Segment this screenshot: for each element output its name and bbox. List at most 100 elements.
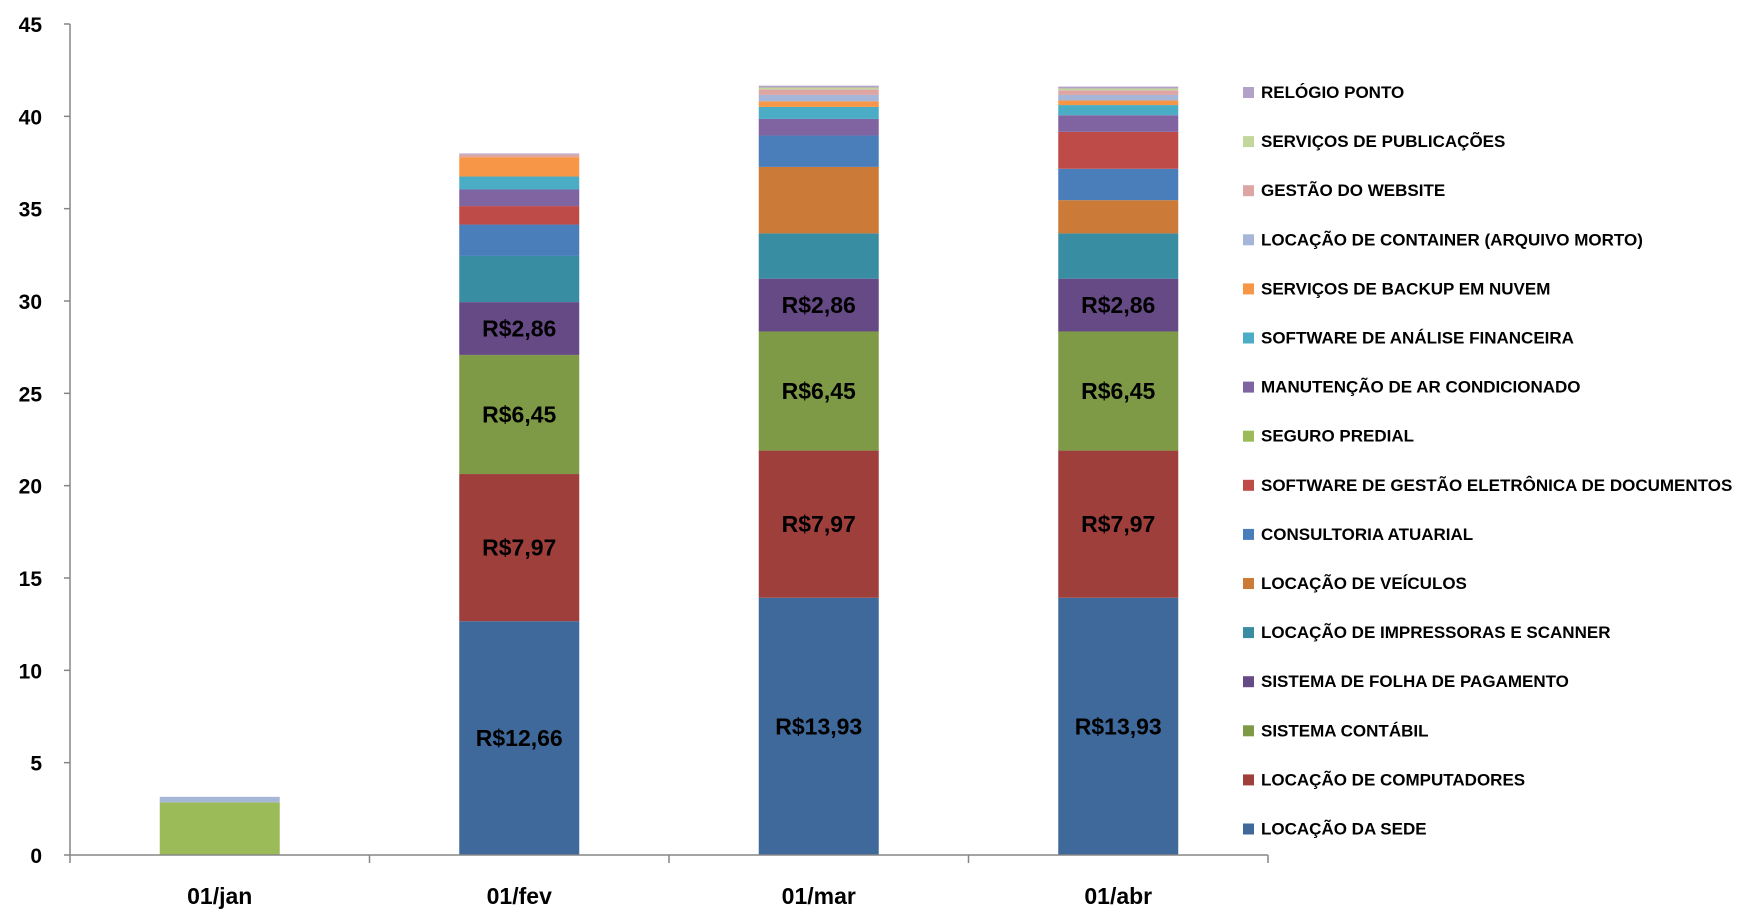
legend-label: MANUTENÇÃO DE AR CONDICIONADO — [1261, 377, 1581, 397]
data-label-01-fev-locacao-de-computadores: R$7,97 — [482, 535, 556, 561]
legend-swatch — [1243, 528, 1254, 540]
data-label-01-abr-locacao-da-sede: R$13,93 — [1075, 713, 1162, 739]
legend-item-sistema-de-folha-de-pagamento: SISTEMA DE FOLHA DE PAGAMENTO — [1243, 672, 1569, 691]
y-tick-label: 20 — [19, 476, 42, 499]
bar-segment-01-jan-seguro-predial — [159, 802, 280, 855]
legend-label: CONSULTORIA ATUARIAL — [1261, 525, 1473, 544]
legend-item-servicos-de-backup-em-nuvem: SERVIÇOS DE BACKUP EM NUVEM — [1243, 279, 1550, 298]
data-label-01-abr-locacao-de-computadores: R$7,97 — [1081, 511, 1155, 537]
legend-item-sistema-contabil: SISTEMA CONTÁBIL — [1243, 721, 1428, 740]
legend-label: RELÓGIO PONTO — [1261, 83, 1404, 102]
y-tick-label: 40 — [19, 106, 42, 129]
x-tick-label: 01/mar — [782, 883, 856, 909]
legend-label: SISTEMA CONTÁBIL — [1261, 721, 1428, 740]
legend-label: SEGURO PREDIAL — [1261, 427, 1414, 446]
data-label-01-abr-sistema-de-folha-de-pagamento: R$2,86 — [1081, 292, 1155, 318]
bar-segment-01-mar-relogio-ponto — [758, 85, 879, 88]
x-tick-label: 01/fev — [487, 883, 552, 909]
legend-item-seguro-predial: SEGURO PREDIAL — [1243, 427, 1414, 446]
bar-segment-01-abr-sistema-contabil — [1058, 331, 1179, 451]
data-label-01-mar-locacao-da-sede: R$13,93 — [775, 713, 862, 739]
bar-segment-01-abr-consultoria-atuarial — [1058, 168, 1179, 201]
bar-segment-01-jan-locacao-de-container-arquivo-morto — [159, 796, 280, 803]
legend-label: LOCAÇÃO DE COMPUTADORES — [1261, 769, 1525, 789]
legend-label: LOCAÇÃO DE VEÍCULOS — [1261, 573, 1467, 593]
legend-item-manutencao-de-ar-condicionado: MANUTENÇÃO DE AR CONDICIONADO — [1243, 377, 1581, 397]
y-tick-label: 15 — [19, 568, 43, 591]
legend-swatch — [1243, 185, 1254, 197]
bar-segment-01-fev-servicos-de-backup-em-nuvem — [459, 157, 580, 177]
legend-label: LOCAÇÃO DE CONTAINER (ARQUIVO MORTO) — [1261, 229, 1643, 249]
bar-segment-01-mar-servicos-de-publicacoes — [758, 87, 879, 90]
legend-swatch — [1243, 283, 1254, 295]
legend-swatch — [1243, 381, 1254, 393]
data-label-01-mar-sistema-contabil: R$6,45 — [782, 378, 856, 404]
bars-layer — [159, 85, 1179, 855]
legend-item-consultoria-atuarial: CONSULTORIA ATUARIAL — [1243, 525, 1473, 544]
legend-swatch — [1243, 87, 1254, 98]
bar-segment-01-abr-software-de-analise-financeira — [1058, 105, 1179, 116]
legend-label: LOCAÇÃO DE IMPRESSORAS E SCANNER — [1261, 622, 1610, 642]
legend-swatch — [1243, 430, 1254, 442]
legend-item-locacao-de-impressoras-e-scanner: LOCAÇÃO DE IMPRESSORAS E SCANNER — [1243, 622, 1610, 642]
bar-segment-01-abr-servicos-de-publicacoes — [1058, 88, 1179, 91]
data-label-01-fev-locacao-da-sede: R$12,66 — [476, 725, 563, 751]
bar-segment-01-mar-locacao-de-veiculos — [758, 166, 879, 234]
bar-segment-01-mar-locacao-da-sede — [758, 597, 879, 855]
legend-item-locacao-de-computadores: LOCAÇÃO DE COMPUTADORES — [1243, 769, 1525, 789]
axis-layer: 0 5 10 15 20 25 30 35 40 45 01/jan 01/fev 01/mar 01/a… — [19, 14, 1269, 909]
legend-swatch — [1243, 578, 1254, 589]
legend-label: SOFTWARE DE GESTÃO ELETRÔNICA DE DOCUMEN… — [1261, 475, 1732, 495]
bar-segment-01-mar-gestao-do-website — [758, 89, 879, 95]
bar-segment-01-fev-consultoria-atuarial — [459, 224, 580, 256]
legend-item-relogio-ponto: RELÓGIO PONTO — [1243, 83, 1404, 102]
bar-segment-01-fev-manutencao-de-ar-condicionado — [459, 189, 580, 207]
legend-label: SOFTWARE DE ANÁLISE FINANCEIRA — [1261, 329, 1574, 348]
legend-label: SERVIÇOS DE PUBLICAÇÕES — [1261, 131, 1505, 151]
data-labels-layer: R$12,66 R$7,97 R$6,45 R$2,86 R$13,93 R$7,97 R$… — [476, 292, 1162, 751]
legend-item-software-de-analise-financeira: SOFTWARE DE ANÁLISE FINANCEIRA — [1243, 329, 1574, 348]
x-tick-label: 01/jan — [187, 883, 252, 909]
bar-segment-01-abr-locacao-da-sede — [1058, 597, 1179, 855]
bar-segment-01-abr-locacao-de-impressoras-e-scanner — [1058, 233, 1179, 279]
data-label-01-fev-sistema-contabil: R$6,45 — [482, 401, 556, 427]
y-tick-label: 10 — [19, 660, 42, 683]
bar-segment-01-fev-gestao-do-website — [459, 154, 580, 158]
legend-item-locacao-da-sede: LOCAÇÃO DA SEDE — [1243, 819, 1427, 839]
bar-segment-01-mar-sistema-contabil — [758, 331, 879, 451]
y-tick-label: 0 — [30, 845, 42, 868]
bar-segment-01-abr-locacao-de-computadores — [1058, 450, 1179, 598]
legend-swatch — [1243, 676, 1254, 688]
legend: RELÓGIO PONTO SERVIÇOS DE PUBLICAÇÕES GEST… — [1243, 83, 1732, 839]
data-label-01-abr-sistema-contabil: R$6,45 — [1081, 378, 1155, 404]
y-tick-label: 5 — [30, 753, 42, 776]
legend-label: SISTEMA DE FOLHA DE PAGAMENTO — [1261, 672, 1569, 691]
legend-label: SERVIÇOS DE BACKUP EM NUVEM — [1261, 279, 1550, 298]
bar-segment-01-fev-locacao-da-sede — [459, 621, 580, 855]
legend-label: GESTÃO DO WEBSITE — [1261, 180, 1445, 200]
legend-swatch — [1243, 774, 1254, 786]
bar-segment-01-abr-servicos-de-backup-em-nuvem — [1058, 100, 1179, 106]
bar-segment-01-fev-locacao-de-computadores — [459, 474, 580, 622]
bar-segment-01-fev-sistema-contabil — [459, 354, 580, 475]
bar-segment-01-mar-manutencao-de-ar-condicionado — [758, 118, 879, 136]
y-tick-label: 45 — [19, 14, 43, 37]
legend-swatch — [1243, 725, 1254, 737]
legend-label: LOCAÇÃO DA SEDE — [1261, 819, 1427, 839]
data-label-01-mar-sistema-de-folha-de-pagamento: R$2,86 — [782, 292, 856, 318]
bar-segment-01-abr-gestao-do-website — [1058, 90, 1179, 95]
bar-segment-01-abr-locacao-de-container-arquivo-morto — [1058, 94, 1179, 101]
bar-segment-01-abr-sistema-de-folha-de-pagamento — [1058, 278, 1179, 332]
bar-segment-01-mar-locacao-de-container-arquivo-morto — [758, 94, 879, 102]
bar-segment-01-mar-locacao-de-computadores — [758, 450, 879, 598]
data-label-01-mar-locacao-de-computadores: R$7,97 — [782, 511, 856, 537]
legend-item-servicos-de-publicacoes: SERVIÇOS DE PUBLICAÇÕES — [1243, 131, 1505, 151]
data-label-01-fev-sistema-de-folha-de-pagamento: R$2,86 — [482, 316, 556, 342]
bar-segment-01-abr-relogio-ponto — [1058, 86, 1179, 89]
bar-segment-01-fev-relogio-ponto — [459, 153, 580, 155]
legend-swatch — [1243, 136, 1254, 148]
legend-swatch — [1243, 234, 1254, 246]
y-tick-label: 35 — [19, 199, 43, 222]
